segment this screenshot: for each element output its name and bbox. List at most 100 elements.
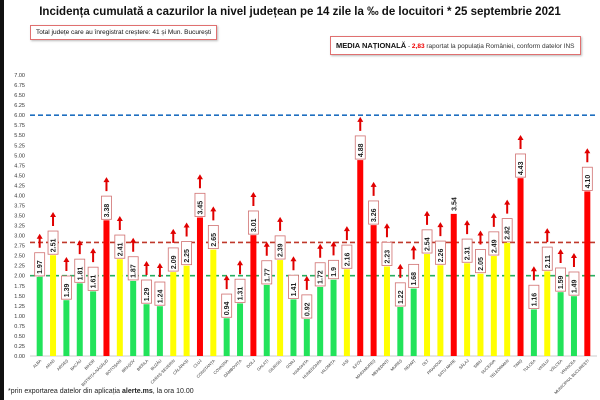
bar [530, 309, 537, 356]
y-tick-label: 2.75 [14, 244, 25, 250]
bar [317, 286, 324, 356]
value-label: 4.88 [358, 143, 365, 157]
increase-arrow-icon [397, 263, 404, 278]
bar [277, 260, 284, 356]
value-label-box [555, 267, 567, 292]
value-label-box [127, 256, 139, 281]
increase-arrow-icon [584, 148, 591, 163]
footnote-pre: *prin exportarea datelor din aplicația [8, 388, 123, 395]
value-label-box [60, 275, 72, 300]
x-tick-label: DOLJ [245, 358, 256, 369]
value-label: 1.97 [37, 260, 44, 274]
value-label: 2.51 [51, 239, 58, 253]
value-label-box [114, 234, 126, 259]
bar [90, 291, 97, 356]
bar [544, 271, 551, 356]
y-tick-label: 6.50 [14, 93, 25, 99]
increase-arrow-icon [223, 275, 230, 290]
bar [50, 255, 57, 356]
national-average-value: 2,83 [411, 43, 425, 50]
value-label-box [328, 259, 339, 280]
y-tick-label: 6.00 [14, 113, 25, 119]
value-label-box [541, 246, 553, 271]
value-label: 3.01 [251, 218, 258, 232]
bar [156, 306, 163, 356]
value-label: 2.23 [384, 250, 391, 264]
x-tick-label: SIBIU [472, 358, 483, 369]
increase-arrow-icon [464, 220, 471, 235]
bar [210, 249, 217, 356]
increase-arrow-icon [383, 223, 390, 238]
value-label: 1.59 [558, 275, 565, 289]
x-tick-label: CLUJ [192, 358, 203, 369]
increase-arrow-icon [410, 245, 417, 260]
increase-arrow-icon [116, 216, 123, 231]
increase-arrow-icon [210, 206, 217, 221]
y-tick-label: 4.75 [14, 163, 25, 169]
bar [397, 307, 404, 356]
value-label: 1.41 [291, 283, 298, 297]
value-label-box [101, 195, 112, 220]
value-label-box [314, 262, 326, 287]
increase-arrow-icon [183, 222, 190, 237]
value-label-box [141, 279, 152, 304]
national-dash: - [406, 43, 412, 50]
increase-arrow-icon [504, 199, 511, 214]
value-label-box [74, 258, 86, 283]
increase-arrow-icon [130, 237, 137, 252]
value-label-box [181, 241, 193, 266]
bar [196, 217, 203, 356]
bar [250, 235, 257, 356]
value-label-box [167, 247, 179, 272]
y-tick-label: 3.50 [14, 214, 25, 220]
bar [383, 266, 390, 356]
value-label-box [247, 210, 259, 235]
increase-arrow-icon [330, 241, 337, 256]
value-label-box [368, 200, 380, 225]
increase-arrow-icon [237, 260, 244, 275]
value-label-box [475, 249, 486, 274]
value-label-box [194, 192, 206, 217]
bar [130, 280, 137, 356]
increase-arrow-icon [530, 266, 537, 281]
bar [290, 299, 297, 356]
increase-arrow-icon [557, 248, 564, 263]
value-label-box [461, 238, 473, 263]
bar [223, 318, 230, 356]
value-label: 0.92 [304, 302, 311, 316]
bar [303, 319, 310, 356]
value-label-box [87, 266, 99, 291]
value-label: 3.54 [451, 197, 458, 211]
y-tick-label: 7.00 [14, 73, 25, 79]
x-tick-label: BRĂILA [136, 358, 150, 372]
value-label: 1.29 [144, 287, 151, 301]
bar [116, 259, 123, 356]
increase-arrow-icon [303, 275, 310, 290]
y-tick-label: 3.75 [14, 203, 25, 209]
increase-arrow-icon [63, 257, 70, 272]
increase-arrow-icon [544, 228, 551, 243]
value-label: 2.05 [478, 257, 485, 271]
value-label-box [581, 166, 593, 191]
value-label-box [394, 282, 406, 307]
y-tick-label: 6.25 [14, 103, 25, 109]
value-label: 4.43 [518, 161, 525, 175]
bar [410, 288, 417, 356]
value-label: 3.38 [104, 204, 111, 218]
x-tick-label: TULCEA [522, 358, 537, 373]
x-tick-label: TIMIȘ [512, 358, 523, 369]
value-label-box [288, 274, 299, 299]
x-tick-label: GORJ [285, 358, 296, 369]
left-border [0, 0, 4, 400]
increase-arrow-icon [343, 226, 350, 241]
value-label-box [341, 244, 353, 269]
bar [170, 272, 177, 356]
bar [183, 265, 190, 356]
value-label-box [434, 240, 446, 265]
value-label: 1.77 [264, 268, 271, 282]
value-label: 2.26 [438, 249, 445, 263]
value-label: 2.82 [505, 226, 512, 240]
y-tick-label: 0.75 [14, 324, 25, 330]
bar [330, 279, 337, 356]
y-tick-label: 5.50 [14, 133, 25, 139]
